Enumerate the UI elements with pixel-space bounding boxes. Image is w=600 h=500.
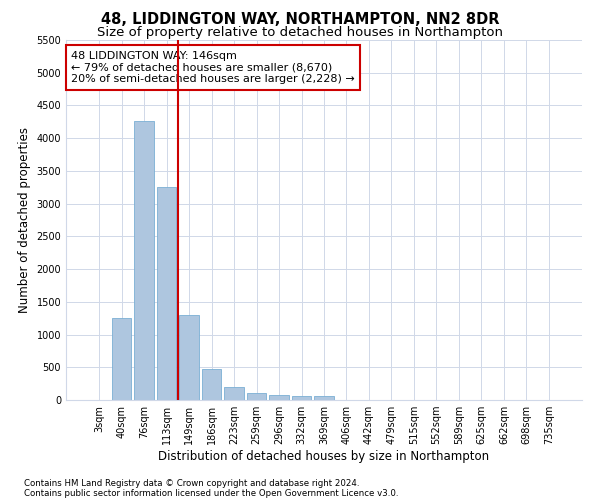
Text: 48, LIDDINGTON WAY, NORTHAMPTON, NN2 8DR: 48, LIDDINGTON WAY, NORTHAMPTON, NN2 8DR — [101, 12, 499, 28]
Bar — [157, 188, 176, 400]
Bar — [269, 395, 289, 400]
X-axis label: Distribution of detached houses by size in Northampton: Distribution of detached houses by size … — [158, 450, 490, 463]
Bar — [134, 120, 154, 400]
Bar — [179, 315, 199, 400]
Bar — [247, 393, 266, 400]
Bar — [314, 396, 334, 400]
Y-axis label: Number of detached properties: Number of detached properties — [18, 127, 31, 313]
Text: Contains public sector information licensed under the Open Government Licence v3: Contains public sector information licen… — [24, 488, 398, 498]
Text: 48 LIDDINGTON WAY: 146sqm
← 79% of detached houses are smaller (8,670)
20% of se: 48 LIDDINGTON WAY: 146sqm ← 79% of detac… — [71, 51, 355, 84]
Text: Size of property relative to detached houses in Northampton: Size of property relative to detached ho… — [97, 26, 503, 39]
Bar — [224, 386, 244, 400]
Text: Contains HM Land Registry data © Crown copyright and database right 2024.: Contains HM Land Registry data © Crown c… — [24, 478, 359, 488]
Bar — [112, 318, 131, 400]
Bar — [202, 369, 221, 400]
Bar — [292, 396, 311, 400]
